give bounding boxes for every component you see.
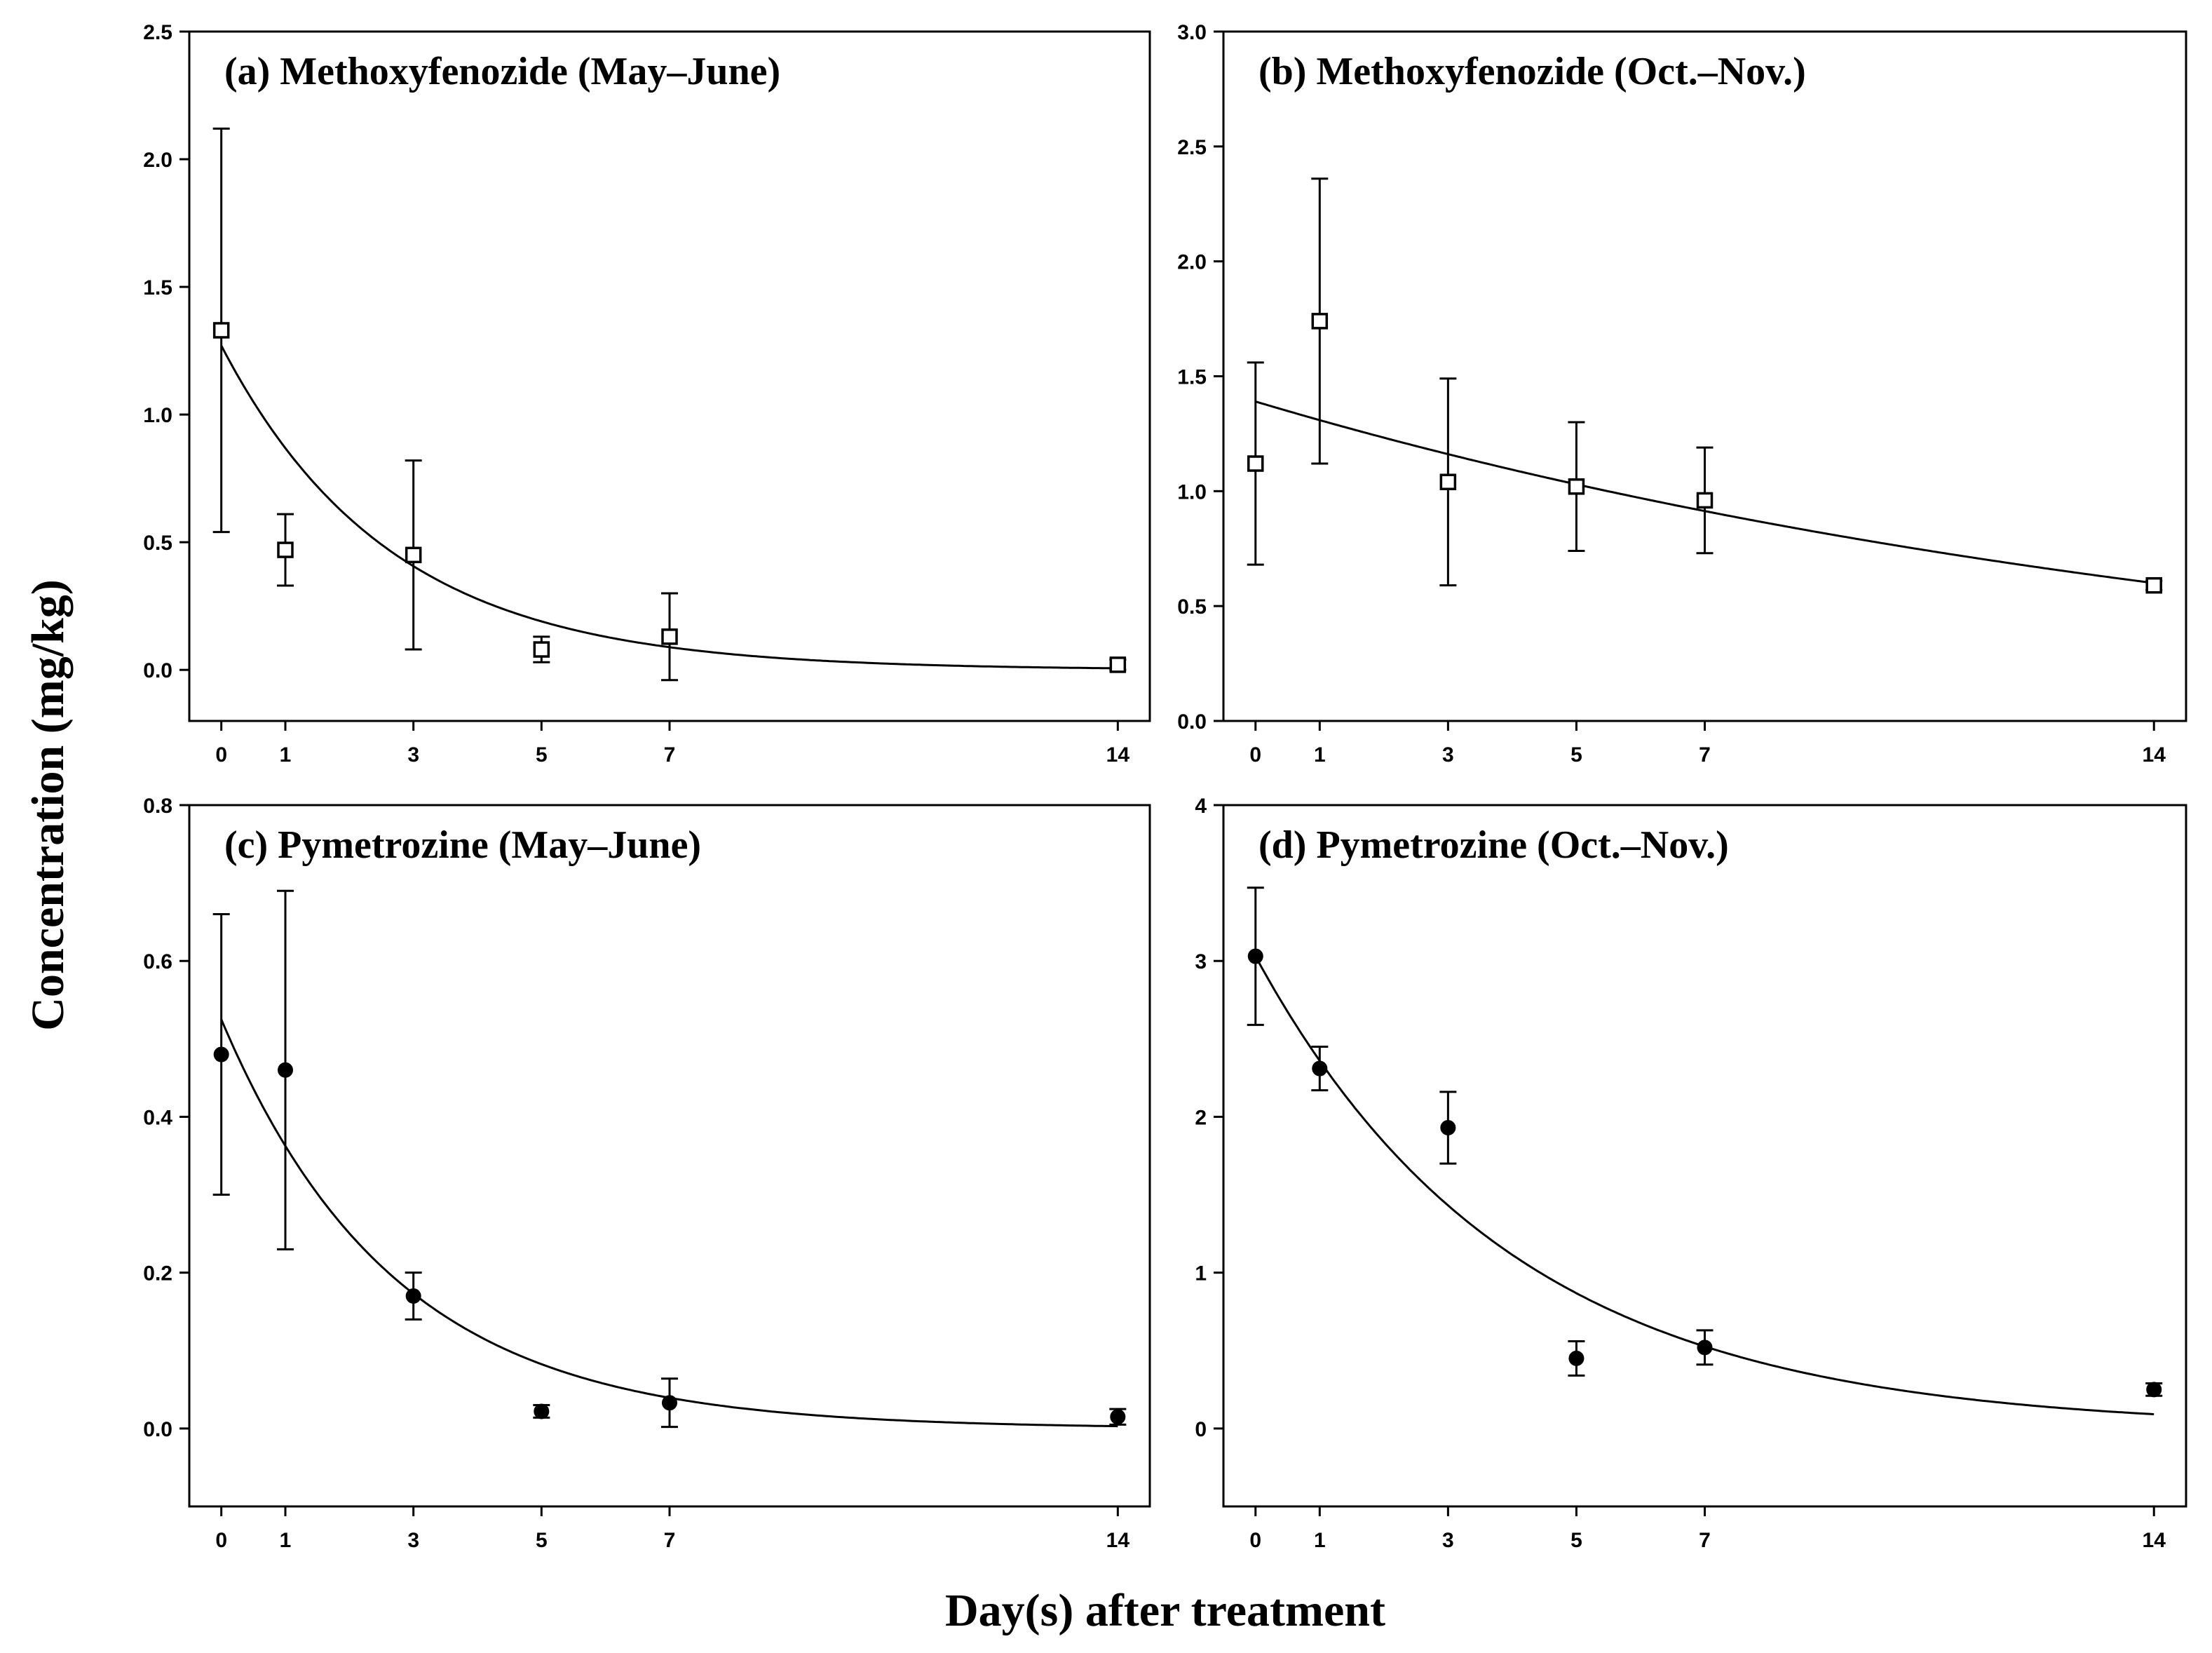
x-tick-label: 3 [407, 1529, 419, 1552]
data-point [1311, 313, 1329, 330]
y-tick-label: 0.4 [143, 1106, 172, 1129]
data-point [278, 1062, 293, 1078]
data-point [661, 628, 678, 645]
x-axis-title: Day(s) after treatment [945, 1585, 1385, 1636]
x-tick-label: 0 [1249, 743, 1261, 767]
x-tick-label: 5 [1570, 743, 1582, 767]
y-tick-label: 0.5 [1177, 595, 1207, 619]
y-tick-label: 0.8 [143, 795, 172, 818]
x-tick-label: 14 [2143, 1529, 2166, 1552]
x-tick-label: 1 [280, 743, 292, 767]
x-tick-label: 3 [1442, 1529, 1454, 1552]
y-tick-label: 2 [1195, 1106, 1207, 1129]
chart-panel-1: 0.0 0.5 1.0 1.5 2.0 2.5 3.0 0 1 3 5 7 14 (b) Methoxyf… [1177, 21, 2187, 767]
y-tick-label: 3.0 [1177, 21, 1207, 44]
y-tick-label: 2.5 [143, 21, 172, 44]
y-tick-label: 1.0 [1177, 480, 1207, 504]
y-tick-label: 0.6 [143, 950, 172, 973]
data-point [1110, 1409, 1126, 1425]
fit-curve [220, 1019, 1118, 1428]
chart-panel-2: 0.0 0.2 0.4 0.6 0.8 0 1 3 5 7 14 (c) Pymetrozine (M… [143, 795, 1151, 1552]
y-tick-label: 0.0 [1177, 710, 1207, 734]
data-point [1247, 948, 1263, 964]
x-tick-label: 7 [1699, 743, 1711, 767]
y-tick-label: 0 [1195, 1418, 1207, 1441]
data-point [533, 641, 550, 658]
x-tick-label: 14 [2143, 743, 2166, 767]
x-tick-label: 0 [1249, 1529, 1261, 1552]
data-point [2145, 576, 2162, 594]
data-point [1697, 1340, 1713, 1356]
x-tick-label: 3 [1442, 743, 1454, 767]
data-point [1568, 478, 1585, 495]
x-tick-label: 3 [407, 743, 419, 767]
panel-title: (b) Methoxyfenozide (Oct.–Nov.) [1258, 50, 1806, 93]
y-axis-title: Concentration (mg/kg) [22, 579, 74, 1030]
data-point [277, 541, 294, 558]
x-tick-label: 5 [536, 743, 548, 767]
y-tick-label: 1 [1195, 1262, 1207, 1286]
panel-title: (d) Pymetrozine (Oct.–Nov.) [1258, 823, 1729, 867]
plot-frame [1222, 30, 2187, 722]
data-point [1440, 1120, 1456, 1135]
y-tick-label: 1.5 [143, 276, 172, 299]
x-tick-label: 1 [280, 1529, 292, 1552]
x-tick-label: 7 [664, 1529, 676, 1552]
x-tick-label: 14 [1106, 743, 1130, 767]
data-point [405, 1288, 421, 1304]
x-tick-label: 7 [1699, 1529, 1711, 1552]
data-point [662, 1395, 677, 1411]
x-tick-label: 5 [1570, 1529, 1582, 1552]
x-tick-label: 5 [536, 1529, 548, 1552]
y-tick-label: 0.5 [143, 532, 172, 555]
data-point [2146, 1382, 2162, 1398]
data-point [1568, 1350, 1585, 1366]
chart-panel-3: 0 1 2 3 4 0 1 3 5 7 14 (d) Pymetrozine (Oct.–Nov.) [1195, 795, 2187, 1552]
chart-panel-0: 0.0 0.5 1.0 1.5 2.0 2.5 0 1 3 5 7 14 (a) Methoxyfeno… [143, 21, 1151, 767]
y-tick-label: 3 [1195, 950, 1207, 973]
plot-frame [1222, 804, 2187, 1508]
y-tick-label: 0.2 [143, 1262, 172, 1286]
data-point [1109, 656, 1127, 673]
y-tick-label: 0.0 [143, 659, 172, 682]
y-tick-label: 2.0 [143, 149, 172, 172]
data-point [1247, 455, 1264, 472]
x-tick-label: 1 [1314, 1529, 1326, 1552]
x-tick-label: 1 [1314, 743, 1326, 767]
x-tick-label: 7 [664, 743, 676, 767]
data-point [212, 322, 230, 339]
x-tick-label: 14 [1106, 1529, 1130, 1552]
data-point [1696, 492, 1714, 509]
x-tick-label: 0 [215, 743, 227, 767]
panel-title: (c) Pymetrozine (May–June) [224, 823, 701, 867]
y-tick-label: 0.0 [143, 1418, 172, 1441]
y-tick-label: 1.5 [1177, 366, 1207, 389]
y-tick-label: 4 [1195, 795, 1207, 818]
data-point [534, 1403, 550, 1419]
panel-title: (a) Methoxyfenozide (May–June) [224, 50, 780, 93]
data-point [213, 1046, 229, 1062]
y-tick-label: 1.0 [143, 404, 172, 427]
data-point [1312, 1060, 1328, 1077]
y-tick-label: 2.0 [1177, 251, 1207, 274]
data-point [405, 546, 422, 564]
x-tick-label: 0 [215, 1529, 227, 1552]
y-tick-label: 2.5 [1177, 136, 1207, 159]
data-point [1439, 473, 1457, 490]
